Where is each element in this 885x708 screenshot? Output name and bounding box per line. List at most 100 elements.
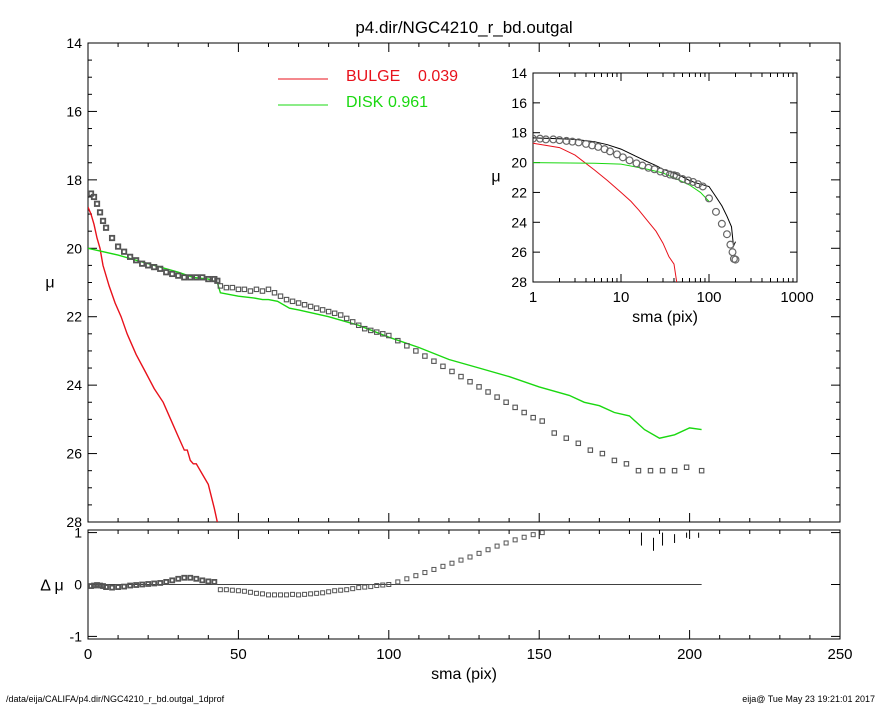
data-point: [422, 353, 428, 359]
residual-point: [235, 588, 241, 594]
data-point: [145, 262, 152, 269]
data-point: [494, 394, 500, 400]
legend-label-bulge: BULGE: [346, 68, 400, 85]
residual-point: [413, 573, 419, 579]
inset-data-point: [711, 207, 720, 216]
residual-point: [265, 592, 271, 598]
inset-data-point: [562, 136, 571, 145]
data-point: [151, 264, 158, 271]
data-point: [563, 435, 570, 441]
residual-point: [211, 579, 218, 585]
inset-data-point: [541, 135, 550, 144]
data-point: [343, 315, 350, 322]
data-point: [193, 274, 200, 281]
data-point: [355, 322, 362, 329]
data-point: [96, 209, 104, 216]
data-point: [395, 337, 401, 344]
x-tick-label: 100: [376, 646, 401, 663]
residual-point: [308, 591, 314, 597]
residual-point: [449, 560, 455, 566]
residual-point: [476, 550, 482, 556]
data-point: [277, 293, 284, 299]
residual-point: [362, 584, 368, 590]
data-point: [635, 467, 642, 474]
residual-point: [350, 586, 356, 592]
x-tick-label: 0: [84, 646, 92, 663]
residual-point: [494, 543, 500, 549]
data-point: [259, 288, 266, 294]
data-point: [467, 378, 473, 385]
y-tick-label: 16: [66, 103, 82, 119]
inset-x-tick-label: 1000: [780, 289, 813, 306]
data-point: [440, 363, 446, 370]
residual-point: [271, 592, 277, 598]
inset-data-point: [731, 255, 740, 264]
inset-data-point: [689, 177, 698, 186]
residual-point: [296, 592, 302, 598]
data-point: [102, 224, 110, 231]
inset-x-tick-label: 10: [613, 289, 630, 306]
inset-line: [533, 142, 678, 282]
inset-data-point: [535, 134, 544, 143]
data-point: [205, 275, 212, 283]
data-point: [611, 457, 618, 464]
residual-point: [97, 582, 103, 589]
residual-point: [431, 566, 437, 572]
resid-y-tick-label: 0: [74, 577, 82, 593]
x-tick-label: 250: [827, 646, 852, 663]
residual-point: [151, 580, 158, 587]
inset-y-tick-label: 14: [511, 65, 527, 81]
residual-point: [314, 590, 320, 596]
residual-point: [193, 575, 200, 582]
residual-point: [422, 570, 428, 576]
data-point: [241, 286, 248, 293]
residual-point: [157, 580, 164, 586]
data-point: [671, 467, 678, 474]
inset-data-point: [698, 182, 707, 191]
residual-point: [320, 590, 326, 596]
data-point: [319, 307, 326, 313]
data-point: [301, 301, 308, 308]
residual-point: [223, 587, 229, 593]
legend-value-bulge: 0.039: [418, 68, 458, 85]
data-point: [449, 368, 455, 375]
data-point: [380, 331, 386, 337]
data-point: [114, 243, 122, 250]
residual-point: [127, 582, 134, 589]
data-point: [659, 467, 666, 474]
data-point: [223, 284, 230, 291]
residual-point: [521, 534, 527, 540]
data-point: [265, 286, 272, 293]
y-tick-label: 26: [66, 446, 82, 462]
residual-point: [229, 587, 235, 593]
residual-point: [368, 584, 374, 590]
residual-point: [440, 563, 446, 569]
inset-y-tick-label: 18: [511, 125, 527, 141]
residual-point: [458, 557, 464, 563]
residual-point: [115, 584, 121, 590]
data-point: [307, 303, 314, 310]
data-point: [157, 265, 164, 272]
data-point: [139, 260, 146, 267]
residual-point: [133, 582, 140, 588]
y-tick-label: 20: [66, 240, 82, 256]
residual-point: [485, 547, 491, 553]
residual-point: [169, 577, 176, 584]
inset-data-point: [726, 240, 735, 249]
inset-data-point: [717, 219, 726, 228]
residual-point: [284, 592, 290, 598]
residual-point: [241, 588, 247, 594]
residual-point: [467, 554, 473, 560]
residual-point: [109, 584, 115, 591]
residual-point: [199, 577, 206, 584]
residual-point: [344, 587, 350, 593]
inset-x-tick-label: 1: [529, 289, 537, 306]
residual-point: [163, 579, 170, 585]
data-point: [647, 467, 654, 474]
data-point: [93, 200, 101, 207]
data-point: [253, 286, 260, 293]
y-tick-label: 14: [66, 35, 82, 51]
data-point: [229, 284, 236, 291]
residual-point: [253, 590, 259, 596]
